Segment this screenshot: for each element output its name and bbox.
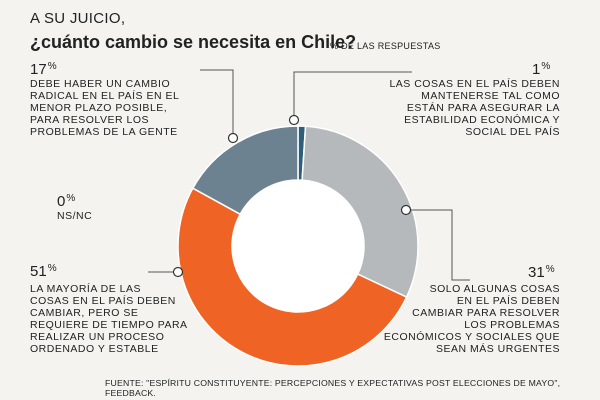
label-radical: DEBE HABER UN CAMBIO RADICAL EN EL PAÍS …: [30, 78, 180, 138]
chart-title-line1: A SU JUICIO,: [30, 10, 126, 27]
donut-hole: [232, 180, 364, 312]
anchor-dot-mayoria: [172, 266, 184, 278]
pct-label-algunas: 31%: [528, 264, 555, 281]
label-mayoria: LA MAYORÍA DE LAS COSAS EN EL PAÍS DEBEN…: [30, 283, 188, 355]
pct-label-nsnc: 0%: [57, 193, 76, 210]
anchor-dot-algunas: [400, 204, 412, 216]
anchor-dot-mantener: [288, 114, 300, 126]
label-algunas: SOLO ALGUNAS COSAS EN EL PAÍS DEBEN CAMB…: [383, 283, 560, 355]
pct-label-mantener: 1%: [532, 61, 551, 78]
unit-note: % DE LAS RESPUESTAS: [330, 41, 441, 51]
source-note: FUENTE: "ESPÍRITU CONSTITUYENTE: PERCEPC…: [105, 378, 561, 398]
leader-radical: [200, 69, 234, 138]
label-nsnc: NS/NC: [57, 210, 93, 222]
chart-title: ¿cuánto cambio se necesita en Chile?: [30, 32, 357, 52]
anchor-dot-radical: [227, 132, 239, 144]
pct-label-radical: 17%: [30, 61, 57, 78]
leader-algunas: [406, 209, 470, 281]
leader-mantener: [293, 71, 412, 120]
label-mantener: LAS COSAS EN EL PAÍS DEBEN MANTENERSE TA…: [389, 78, 560, 138]
pct-label-mayoria: 51%: [30, 263, 57, 280]
